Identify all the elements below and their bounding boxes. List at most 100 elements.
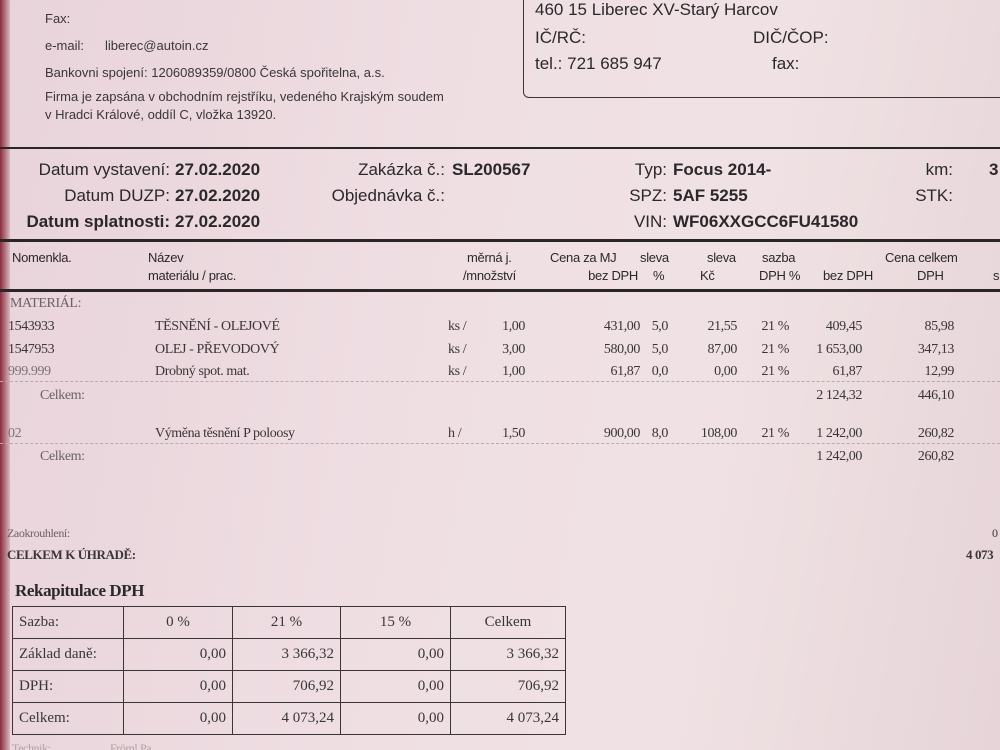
objednavka-label: Objednávka č.: [331, 186, 445, 205]
recap-title: Rekapitulace DPH [15, 581, 145, 600]
subtotal-label: Celkem: [40, 449, 85, 464]
item-discount-kc: 0,00 [714, 364, 737, 379]
recap-cell: 3 366,32 [450, 638, 566, 671]
spz: 5AF 5255 [673, 186, 748, 205]
technik-label: Technik: [12, 741, 51, 750]
recap-cell: 0,00 [340, 702, 451, 735]
item-discount-pct: 0,0 [651, 364, 669, 379]
col-nazev-2: materiálu / prac. [148, 268, 237, 283]
rounding-label: Zaokrouhlení: [7, 526, 70, 540]
recap-cell: Celkem [450, 606, 566, 639]
table-header-rule [0, 289, 1000, 292]
recap-cell: Celkem: [12, 702, 124, 735]
dashed-separator [0, 381, 1000, 382]
datum-vystaveni-label: Datum vystavení: [38, 160, 170, 179]
item-qty: 3,00 [502, 342, 525, 357]
subtotal-net: 2 124,32 [816, 388, 862, 403]
item-tax: 260,82 [917, 426, 955, 441]
datum-vystaveni: 27.02.2020 [175, 160, 261, 179]
item-unit: ks / [448, 342, 467, 357]
recap-row: Celkem: 0,00 4 073,24 0,00 4 073,24 [12, 702, 566, 735]
subtotal-net: 1 242,00 [816, 449, 862, 464]
item-discount-kc: 87,00 [707, 342, 737, 357]
recap-cell: 0,00 [340, 670, 451, 703]
item-name: OLEJ - PŘEVODOVÝ [155, 342, 280, 357]
datum-splatnosti: 27.02.2020 [175, 212, 261, 231]
vin: WF06XXGCC6FU41580 [673, 212, 859, 231]
email-value: liberec@autoin.cz [105, 38, 209, 53]
col-sleva-kc-2: Kč [700, 268, 715, 283]
item-name: TĚSNĚNÍ - OLEJOVÉ [155, 319, 280, 334]
vat-recap-table: Sazba: 0 % 21 % 15 % Celkem Základ daně:… [12, 606, 566, 735]
col-nomenkla: Nomenkla. [12, 250, 72, 265]
item-name: Drobný spot. mat. [155, 364, 250, 379]
item-tax: 347,13 [917, 342, 955, 357]
customer-box [523, 0, 1000, 98]
register-line-1: Firma je zapsána v obchodním rejstříku, … [45, 89, 444, 104]
recap-cell: 706,92 [450, 670, 566, 703]
item-code: 999.999 [8, 364, 51, 379]
item-unit: ks / [448, 319, 467, 334]
datum-splatnosti-label: Datum splatnosti: [26, 212, 170, 231]
technik-name: Fröml Pa... [110, 741, 159, 750]
item-vat-rate: 21 % [761, 319, 789, 334]
item-vat-rate: 21 % [761, 342, 789, 357]
col-dph: DPH [917, 268, 944, 283]
recap-cell: 0,00 [123, 670, 233, 703]
dic-label: DIČ/ČOP: [753, 28, 829, 47]
col-nazev: Název [148, 250, 184, 265]
recap-cell: 0,00 [123, 638, 233, 671]
datum-duzp: 27.02.2020 [175, 186, 261, 205]
item-code: 1543933 [8, 319, 55, 334]
item-discount-kc: 108,00 [700, 426, 738, 441]
item-discount-pct: 8,0 [651, 426, 669, 441]
item-code: 1547953 [8, 342, 55, 357]
col-sleva: sleva [640, 250, 669, 265]
item-tax: 85,98 [924, 319, 954, 334]
dashed-separator [0, 443, 1000, 444]
email-label: e-mail: [45, 38, 85, 53]
item-discount-pct: 5,0 [651, 319, 669, 334]
item-tax: 12,99 [924, 364, 954, 379]
ic-label: IČ/RČ: [535, 28, 586, 47]
recap-row: DPH: 0,00 706,92 0,00 706,92 [12, 670, 566, 703]
col-cut: s [993, 268, 1000, 283]
item-name: Výměna těsnění P poloosy [155, 426, 295, 441]
recap-cell: 21 % [232, 606, 341, 639]
item-price: 61,87 [610, 364, 640, 379]
recap-header-row: Sazba: 0 % 21 % 15 % Celkem [12, 606, 566, 639]
customer-fax-label: fax: [772, 54, 800, 73]
item-price: 431,00 [603, 319, 641, 334]
customer-tel: tel.: 721 685 947 [535, 54, 662, 73]
spz-label: SPZ: [629, 186, 667, 205]
recap-cell: Základ daně: [12, 638, 124, 671]
customer-address: 460 15 Liberec XV-Starý Harcov [535, 0, 778, 19]
km: 3 [989, 160, 999, 179]
total-value: 4 073 [966, 547, 994, 562]
recap-cell: 15 % [340, 606, 451, 639]
divider [0, 147, 1000, 149]
col-cena: Cena za MJ [550, 250, 617, 265]
item-qty: 1,50 [502, 426, 525, 441]
recap-cell: 0,00 [340, 638, 451, 671]
item-code: 02 [8, 426, 22, 441]
rounding-value: 0 [992, 526, 998, 540]
col-sazba-2: DPH % [759, 268, 801, 283]
vin-label: VIN: [633, 212, 667, 231]
item-qty: 1,00 [502, 364, 525, 379]
bank-info: Bankovni spojení: 1206089359/0800 Česká … [45, 65, 385, 80]
material-label: MATERIÁL: [10, 296, 82, 311]
recap-cell: Sazba: [12, 606, 124, 639]
col-sazba: sazba [762, 250, 796, 265]
item-price: 900,00 [603, 426, 641, 441]
zakazka-label: Zakázka č.: [358, 160, 445, 179]
col-mj-2: /množství [463, 268, 516, 283]
item-net: 1 653,00 [816, 342, 862, 357]
item-discount-pct: 5,0 [651, 342, 669, 357]
typ-label: Typ: [634, 160, 667, 179]
item-net: 1 242,00 [816, 426, 862, 441]
recap-cell: 4 073,24 [450, 702, 566, 735]
recap-row: Základ daně: 0,00 3 366,32 0,00 3 366,32 [12, 638, 566, 671]
subtotal-tax: 260,82 [917, 449, 955, 464]
item-net: 61,87 [832, 364, 862, 379]
